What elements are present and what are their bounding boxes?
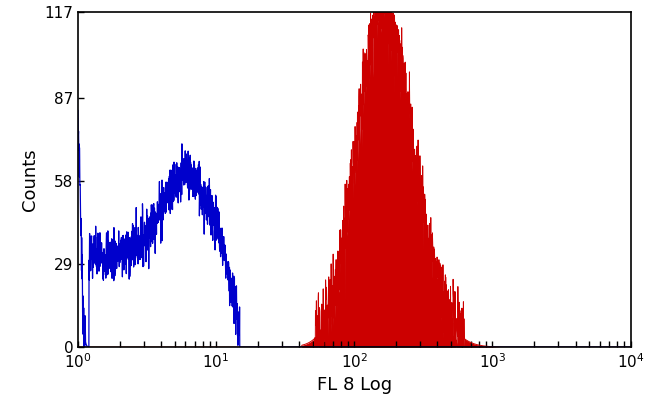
Y-axis label: Counts: Counts: [21, 148, 39, 211]
X-axis label: FL 8 Log: FL 8 Log: [317, 376, 392, 394]
